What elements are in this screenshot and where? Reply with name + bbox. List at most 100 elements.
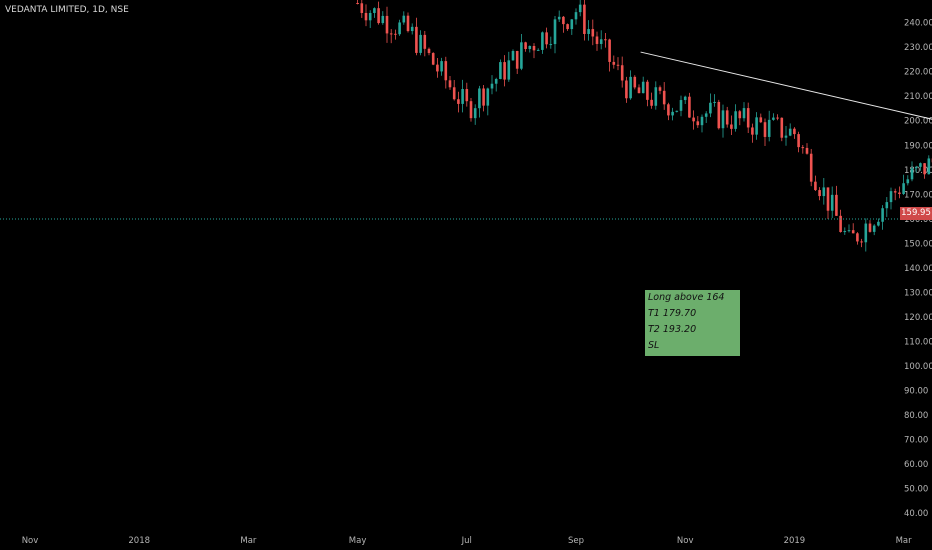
- y-tick-label: 200.00: [904, 117, 932, 127]
- candle: [406, 15, 410, 32]
- candle: [385, 15, 389, 34]
- candle: [906, 179, 910, 184]
- y-axis: 240.00 230.00 220.00 210.00 200.00 190.00 180.…: [904, 19, 932, 520]
- candle: [566, 24, 569, 30]
- candle: [469, 101, 473, 119]
- candle: [704, 113, 708, 117]
- candle: [410, 26, 414, 32]
- candle: [549, 44, 553, 46]
- annotation-line: SL: [648, 340, 660, 351]
- candle: [604, 39, 607, 41]
- y-tick-label: 130.00: [904, 288, 932, 298]
- candle: [721, 110, 725, 129]
- candle: [620, 65, 624, 81]
- candle: [503, 62, 506, 80]
- candle: [389, 33, 393, 35]
- candle: [809, 153, 813, 182]
- candle: [452, 87, 456, 100]
- candle: [507, 60, 511, 80]
- candle: [830, 194, 834, 211]
- y-tick-label: 110.00: [904, 337, 932, 347]
- candle: [910, 168, 914, 180]
- candle: [436, 64, 439, 72]
- x-tick-label: May: [349, 536, 367, 546]
- chart-title: VEDANTA LIMITED, 1D, NSE: [5, 5, 129, 15]
- candle: [641, 81, 645, 94]
- candle: [805, 147, 809, 154]
- candle: [877, 221, 880, 226]
- candle: [595, 36, 599, 44]
- candle: [692, 117, 695, 122]
- candle: [776, 117, 779, 119]
- candle: [465, 89, 469, 102]
- y-tick-label: 140.00: [904, 264, 932, 274]
- y-tick-label: 170.00: [904, 190, 932, 200]
- candle: [524, 42, 527, 50]
- annotation-line: T2 193.20: [648, 324, 697, 335]
- candle: [679, 100, 683, 111]
- candle: [440, 61, 443, 72]
- candle: [797, 134, 800, 148]
- candle: [843, 231, 847, 233]
- x-axis: Nov2018MarMayJulSepNov2019MarMayJulSepNo…: [22, 536, 912, 546]
- candle: [746, 108, 750, 128]
- candle: [545, 32, 548, 45]
- candle: [671, 111, 674, 116]
- candle: [889, 191, 893, 203]
- candle: [457, 99, 460, 104]
- annotation-line: T1 179.70: [648, 308, 697, 319]
- candle: [373, 8, 376, 13]
- candle: [553, 19, 557, 45]
- y-tick-label: 80.00: [904, 411, 928, 421]
- candle: [494, 79, 498, 84]
- candle: [612, 61, 616, 65]
- candle: [759, 117, 763, 123]
- candle: [755, 117, 758, 135]
- candle: [381, 15, 385, 24]
- annotation-line: Long above 164: [648, 292, 725, 303]
- candle: [839, 215, 842, 232]
- candle: [570, 19, 574, 30]
- x-tick-label: Sep: [568, 536, 584, 546]
- candle: [536, 49, 540, 51]
- candle: [394, 33, 397, 35]
- candle: [713, 101, 716, 103]
- candle: [364, 12, 368, 21]
- trendline[interactable]: [640, 51, 932, 256]
- candle: [587, 29, 590, 34]
- candle: [478, 88, 481, 109]
- candle: [486, 88, 490, 106]
- candle: [675, 110, 679, 112]
- x-tick-label: Nov: [677, 536, 694, 546]
- y-tick-label: 90.00: [904, 387, 928, 397]
- candles: [356, 0, 932, 252]
- candle: [881, 208, 884, 222]
- y-tick-label: 210.00: [904, 92, 932, 102]
- candle: [667, 104, 670, 116]
- candle: [637, 87, 641, 94]
- x-tick-label: Mar: [240, 536, 257, 546]
- y-tick-label: 150.00: [904, 239, 932, 249]
- candle: [629, 76, 632, 99]
- candle: [583, 4, 586, 34]
- candle: [725, 110, 729, 125]
- candle: [625, 80, 628, 99]
- trade-annotation[interactable]: Long above 164 T1 179.70 T2 193.20 SL: [645, 290, 740, 356]
- candle: [696, 121, 700, 126]
- y-tick-label: 100.00: [904, 362, 932, 372]
- candle: [427, 48, 431, 54]
- candle: [415, 26, 418, 53]
- candle: [650, 99, 653, 106]
- candle: [683, 96, 687, 101]
- candle: [784, 135, 788, 138]
- candle: [847, 230, 851, 232]
- candle: [751, 127, 754, 135]
- candle: [826, 187, 830, 211]
- candle: [700, 116, 704, 126]
- candle: [419, 34, 422, 53]
- candle: [893, 191, 897, 193]
- candle: [818, 190, 821, 197]
- candle: [520, 42, 523, 69]
- candle: [860, 241, 863, 243]
